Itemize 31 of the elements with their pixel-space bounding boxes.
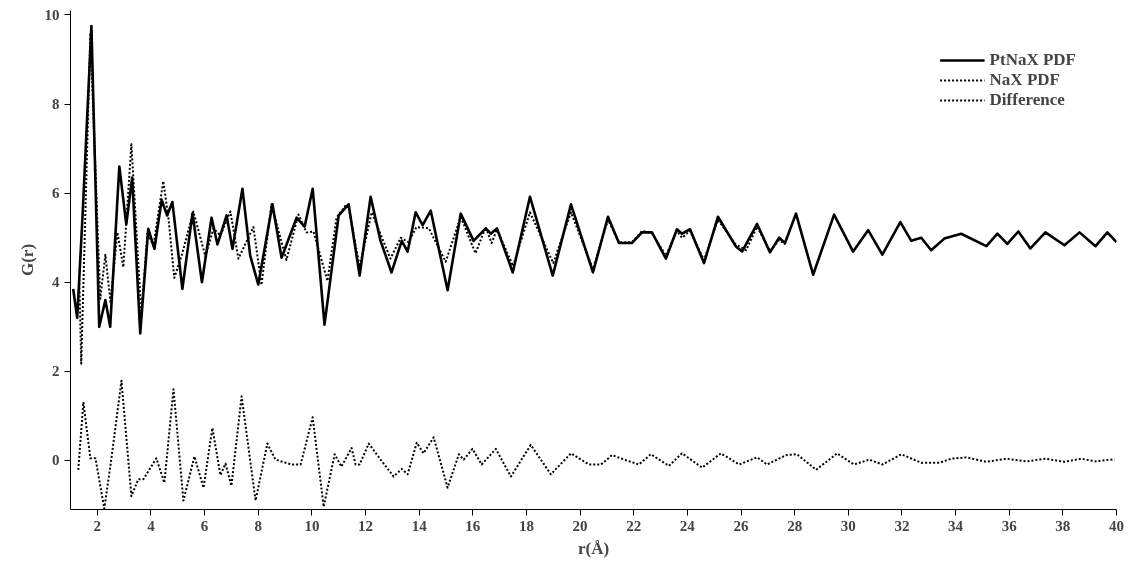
x-tick-label: 34 <box>948 517 964 534</box>
x-tick-label: 8 <box>254 517 262 534</box>
legend-label: NaX PDF <box>989 70 1060 90</box>
x-tick-label: 30 <box>840 517 856 534</box>
x-tick-label: 24 <box>679 517 696 534</box>
y-tick-label: 8 <box>52 96 60 113</box>
y-axis-title: G(r) <box>17 243 37 277</box>
x-tick-label: 16 <box>465 517 481 534</box>
x-tick-label: 36 <box>1001 517 1018 534</box>
x-tick-label: 38 <box>1055 517 1071 534</box>
x-tick-label: 6 <box>200 517 209 534</box>
x-axis-title: r(Å) <box>577 538 610 558</box>
x-tick-label: 18 <box>518 517 534 534</box>
legend-label: PtNaX PDF <box>989 50 1076 70</box>
x-tick-label: 32 <box>894 517 910 534</box>
x-tick-label: 2 <box>93 517 102 534</box>
x-tick-label: 10 <box>304 517 320 534</box>
x-tick-label: 22 <box>626 517 642 534</box>
y-tick-label: 10 <box>44 6 60 23</box>
legend-label: Difference <box>989 90 1065 110</box>
y-tick-label: 2 <box>52 363 60 380</box>
x-tick-label: 40 <box>1109 517 1124 534</box>
y-tick-label: 4 <box>52 274 60 291</box>
y-tick-label: 0 <box>52 452 60 469</box>
x-tick-label: 20 <box>572 517 588 534</box>
x-tick-label: 12 <box>358 517 374 534</box>
x-tick-label: 14 <box>411 517 428 534</box>
x-tick-label: 26 <box>733 517 750 534</box>
y-tick-label: 6 <box>52 185 60 202</box>
x-tick-label: 4 <box>147 517 156 534</box>
x-tick-label: 28 <box>787 517 803 534</box>
